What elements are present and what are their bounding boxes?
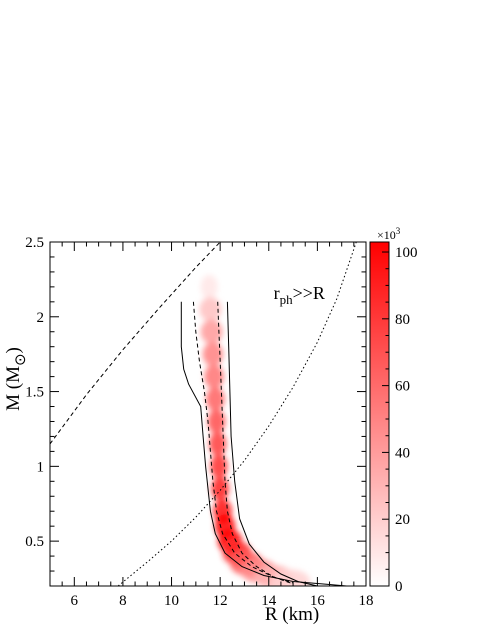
density-cell <box>204 364 224 389</box>
density-cell <box>200 274 218 299</box>
colorbar-multiplier: ×103 <box>377 226 401 242</box>
colorbar-tick-label: 0 <box>395 579 403 595</box>
sun-symbol: ⊙ <box>11 353 29 366</box>
colorbar-ticks: 0 20 40 60 80 100 <box>382 245 418 595</box>
colorbar-multiplier-exp: 3 <box>396 226 401 236</box>
colorbar-tick-label: 100 <box>395 245 418 261</box>
colorbar-tick-label: 60 <box>395 379 410 395</box>
y-tick-label: 2 <box>37 310 45 326</box>
x-axis-ticks: 6 8 10 12 14 16 18 <box>49 242 374 609</box>
y-axis-label-close: ) <box>3 347 24 353</box>
colorbar-tick-label: 20 <box>395 512 410 528</box>
x-tick-label: 18 <box>359 593 374 609</box>
annotation-subscript: ph <box>280 292 294 307</box>
x-tick-label: 12 <box>213 593 228 609</box>
x-tick-label: 8 <box>119 593 127 609</box>
x-tick-label: 10 <box>164 593 179 609</box>
density-cell <box>200 319 223 344</box>
outer-contour <box>226 301 318 586</box>
density-heatmap <box>199 274 311 586</box>
annotation-suffix: >>R <box>293 283 325 303</box>
colorbar-multiplier-base: ×10 <box>377 228 396 242</box>
y-tick-label: 1.5 <box>25 385 44 401</box>
colorbar <box>369 241 390 587</box>
outer-contour <box>180 301 347 586</box>
svg-text:M (M⊙): M (M⊙) <box>3 347 29 411</box>
colorbar-tick-label: 40 <box>395 445 410 461</box>
colorbar-tick-label: 80 <box>395 312 410 328</box>
y-axis-label: M (M⊙) <box>3 347 29 411</box>
density-cell <box>206 387 225 412</box>
density-cell <box>199 297 222 322</box>
x-tick-label: 14 <box>261 593 277 609</box>
y-axis-label-text: M (M <box>3 366 24 411</box>
y-tick-label: 0.5 <box>25 534 44 550</box>
x-tick-label: 16 <box>310 593 326 609</box>
y-axis-ticks: 0.5 1 1.5 2 2.5 <box>25 235 366 587</box>
x-axis-label: R (km) <box>265 604 319 625</box>
y-tick-label: 1 <box>37 459 45 475</box>
density-cell <box>207 409 226 434</box>
x-tick-label: 6 <box>71 593 79 609</box>
density-cell <box>202 342 224 367</box>
inner-contour <box>217 301 291 584</box>
y-tick-label: 2.5 <box>25 235 44 251</box>
annotation-prefix: r <box>274 283 280 303</box>
left-dashed-limit <box>50 242 221 445</box>
density-cell <box>210 454 228 479</box>
contour-lines <box>50 242 357 586</box>
density-cell <box>271 569 311 586</box>
density-cell <box>209 431 227 456</box>
density-cell <box>211 476 229 501</box>
photosphere-annotation: rph>>R <box>274 283 325 307</box>
